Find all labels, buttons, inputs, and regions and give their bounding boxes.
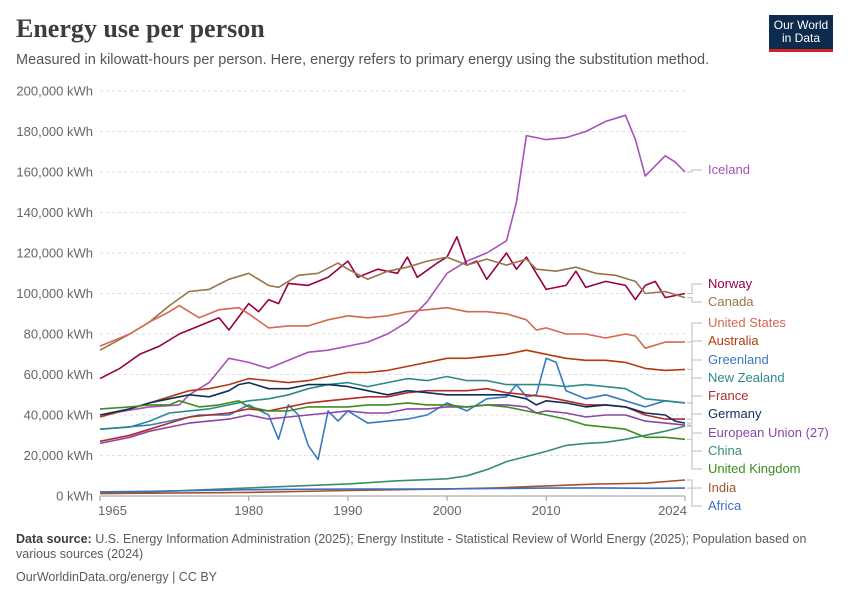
label-connector [687,487,702,507]
label-connector [687,297,702,303]
y-tick-label: 20,000 kWh [24,448,93,463]
series-label: China [708,443,743,458]
y-tick-label: 100,000 kWh [16,286,93,301]
y-tick-label: 200,000 kWh [16,84,93,99]
series-line [99,114,686,416]
series-line [99,381,686,424]
series-line [99,479,686,495]
x-tick-label: 1990 [333,503,362,518]
label-connector [687,169,702,173]
series-label: Germany [708,406,762,421]
y-tick-label: 160,000 kWh [16,165,93,180]
y-axis: 0 kWh 20,000 kWh 40,000 kWh 60,000 kWh 80,00… [16,84,93,504]
label-connector [687,322,702,343]
x-tick-label: 2024 [658,503,687,518]
y-tick-label: 40,000 kWh [24,408,93,423]
series-line [99,400,686,441]
label-connector [687,438,702,470]
series-label: Australia [708,333,759,348]
series-label: Africa [708,498,742,513]
series-label: Norway [708,276,753,291]
x-tick-label: 2000 [433,503,462,518]
series-line [99,304,685,349]
series-line [99,236,686,380]
series-label: United Kingdom [708,461,801,476]
series-label: Iceland [708,162,750,177]
y-tick-label: 80,000 kWh [24,327,93,342]
owid-logo[interactable]: Our World in Data [769,15,833,52]
logo-line-1: Our World [773,18,829,32]
label-connector [687,377,702,404]
series-line [99,349,686,418]
label-connector [687,283,702,294]
x-axis: 1965 1980 1990 2000 2010 2024 [98,496,687,518]
series-label: France [708,388,748,403]
y-tick-label: 0 kWh [56,489,93,504]
series-line [99,487,686,493]
data-source: Data source: U.S. Energy Information Adm… [16,532,816,562]
credit-link[interactable]: OurWorldinData.org/energy | CC BY [16,570,218,584]
series-line [99,375,686,430]
series-line [99,425,686,494]
series-line [99,404,686,445]
label-connector [687,479,702,489]
label-connector [687,425,702,452]
label-connector [687,395,702,420]
series-line [99,387,685,443]
y-tick-label: 60,000 kWh [24,367,93,382]
series-label: European Union (27) [708,425,829,440]
x-tick-label: 1980 [234,503,263,518]
series-label: United States [708,315,787,330]
y-tick-label: 180,000 kWh [16,124,93,139]
series-label: India [708,480,737,495]
data-source-text: U.S. Energy Information Administration (… [16,532,807,561]
chart-title: Energy use per person [16,14,265,43]
label-connector [687,340,702,370]
series-label: New Zealand [708,370,785,385]
x-tick-label: 1965 [98,503,127,518]
series-labels: Iceland Norway Canada United States Australi… [687,162,829,513]
y-tick-label: 140,000 kWh [16,205,93,220]
label-connector [687,413,702,424]
data-source-label: Data source: [16,532,92,546]
series-lines [99,114,686,495]
series-line [99,256,686,351]
chart-subtitle: Measured in kilowatt-hours per person. H… [16,52,710,68]
line-chart: 0 kWh 20,000 kWh 40,000 kWh 60,000 kWh 80,00… [16,84,829,519]
series-label: Greenland [708,352,769,367]
series-label: Canada [708,294,754,309]
logo-line-2: in Data [781,31,821,45]
x-tick-label: 2010 [532,503,561,518]
y-tick-label: 120,000 kWh [16,246,93,261]
series-line [99,357,686,461]
